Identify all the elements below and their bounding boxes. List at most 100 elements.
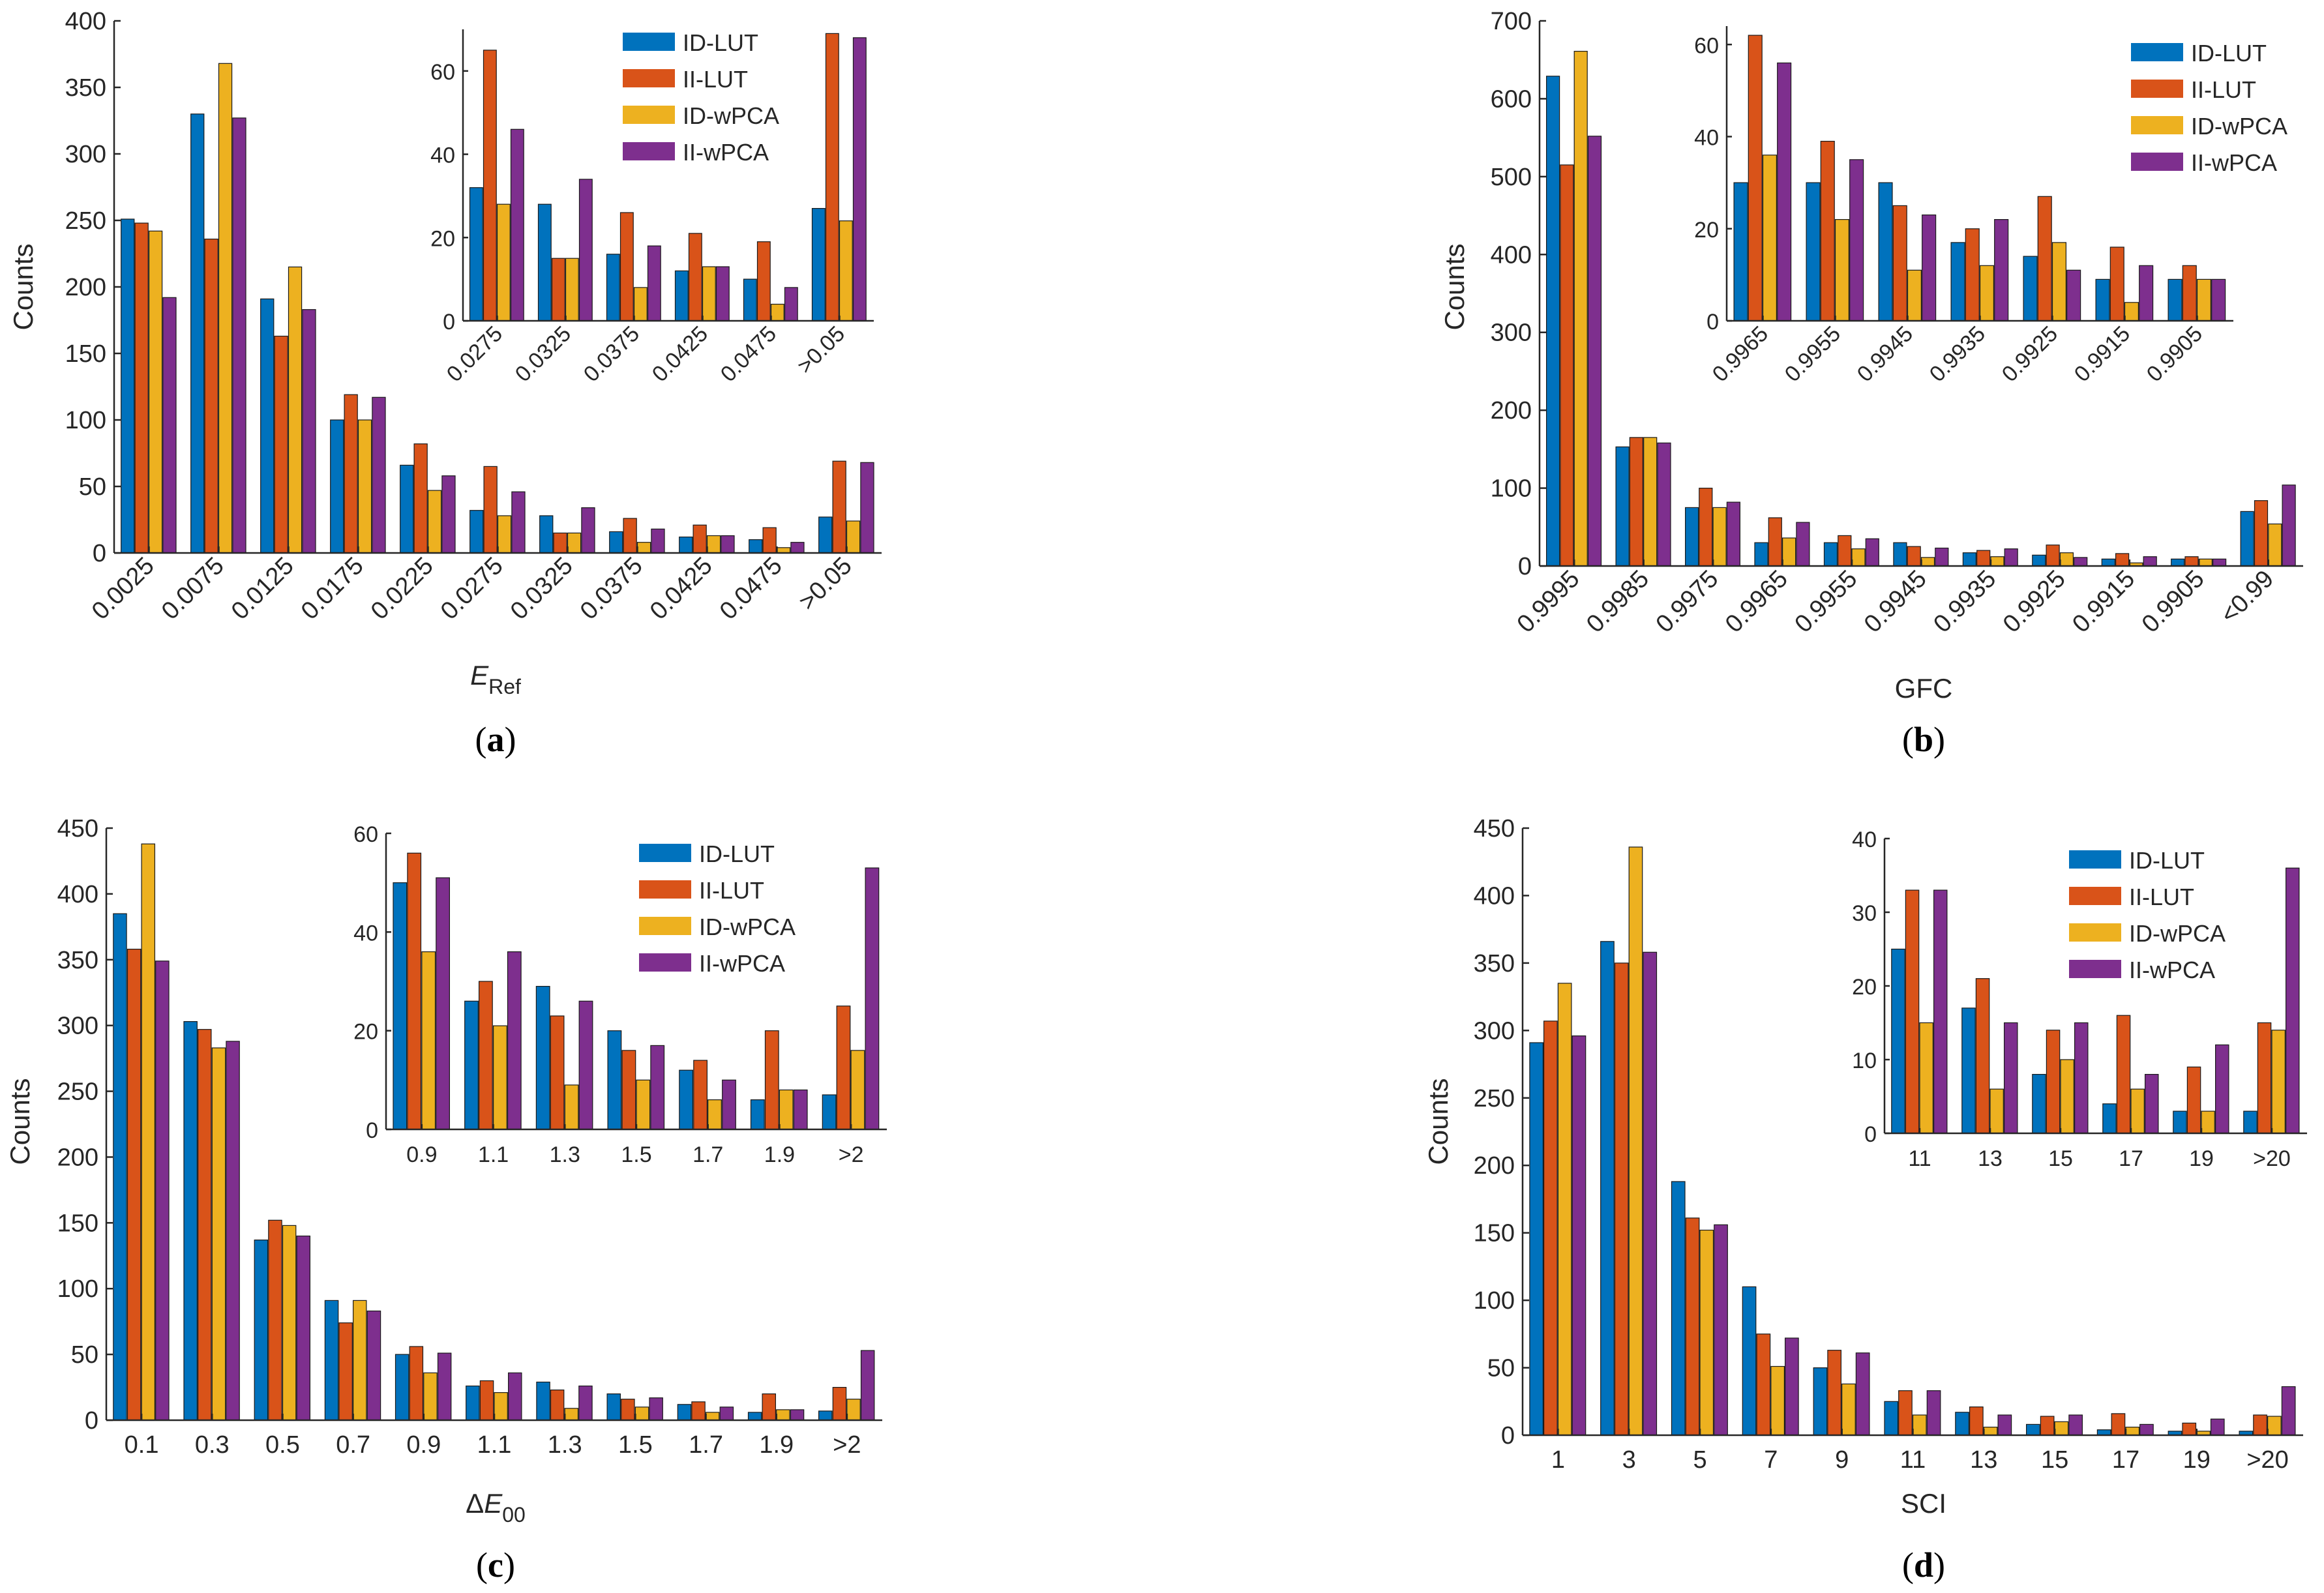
panel-b-bar-ii-wpca-8 <box>2143 556 2157 567</box>
panel-c-bar-id-wpca-9 <box>776 1409 790 1421</box>
panel-b-xtick-label-7: 0.9925 <box>1998 565 2071 638</box>
panel-d-legend-label-id-lut: ID-LUT <box>2129 847 2205 874</box>
panel-b-legend-label-ii-wpca: II-wPCA <box>2191 149 2277 176</box>
panel-a-bar-ii-wpca-8 <box>721 535 735 554</box>
panel-c-inset-ytick-label-3: 60 <box>353 822 378 847</box>
panel-d-bar-ii-lut-6 <box>1969 1407 1984 1436</box>
panel-b-bar-id-lut-2 <box>1685 507 1699 567</box>
panel-d-bar-ii-lut-8 <box>2111 1413 2126 1436</box>
panel-d-bar-ii-wpca-0 <box>1572 1035 1587 1436</box>
panel-a-bar-ii-lut-0 <box>134 222 149 554</box>
panel-c-inset-bar-id-wpca-5 <box>779 1089 794 1130</box>
panel-b-bar-ii-lut-8 <box>2115 553 2130 567</box>
panel-a-inset-bar-ii-wpca-4 <box>784 287 798 321</box>
panel-d-ytick-label-0: 0 <box>1501 1422 1515 1450</box>
panel-d-inset-bar-id-wpca-5 <box>2271 1030 2286 1134</box>
panel-b-legend-swatch-ii-lut <box>2131 80 2183 98</box>
panel-a-bar-id-lut-5 <box>469 510 484 554</box>
panel-b-bar-id-wpca-1 <box>1643 437 1658 567</box>
panel-c-inset-xtick-label-0: 0.9 <box>406 1142 437 1167</box>
panel-b-inset-bar-id-lut-0 <box>1733 182 1748 321</box>
panel-c-bar-ii-wpca-1 <box>226 1041 240 1421</box>
panel-d-bar-id-lut-5 <box>1884 1401 1899 1436</box>
panel-c-bar-id-wpca-0 <box>141 843 156 1421</box>
panel-b-ytick-label-3: 300 <box>1491 320 1532 347</box>
panel-a-legend-label-id-wpca: ID-wPCA <box>683 102 779 129</box>
panel-b-inset-bar-id-lut-3 <box>1950 242 1965 321</box>
panel-d-xtick-label-7: 15 <box>2041 1446 2068 1474</box>
panel-c-xtick-label-2: 0.5 <box>265 1431 300 1459</box>
panel-b-bar-id-wpca-7 <box>2059 552 2074 567</box>
panel-d-legend-swatch-ii-wpca <box>2069 960 2121 978</box>
panel-d-inset-xtick-label-5: >20 <box>2253 1146 2291 1171</box>
panel-d-ytick-label-5: 250 <box>1474 1085 1515 1112</box>
panel-c-inset-bar-ii-wpca-2 <box>578 1000 593 1130</box>
panel-b-bar-id-lut-1 <box>1615 446 1630 567</box>
panel-b-inset-bar-id-wpca-2 <box>1907 269 1922 321</box>
panel-c-bar-ii-lut-9 <box>762 1393 776 1421</box>
panel-d-inset-bar-ii-wpca-3 <box>2145 1073 2159 1134</box>
panel-c-xtick-label-4: 0.9 <box>406 1431 441 1459</box>
panel-b-inset-bar-ii-lut-1 <box>1820 141 1835 321</box>
panel-b-legend-swatch-id-wpca <box>2131 116 2183 134</box>
panel-d-inset-bar-id-wpca-1 <box>1989 1088 2004 1134</box>
panel-a-inset-bar-id-wpca-0 <box>496 203 511 321</box>
panel-d-ytick-label-7: 350 <box>1474 950 1515 977</box>
panel-a-xlabel-main: E <box>470 660 489 691</box>
panel-c-xtick-label-10: >2 <box>833 1431 861 1459</box>
panel-b-inset-bar-id-wpca-5 <box>2124 302 2139 321</box>
panel-c-inset-bar-ii-wpca-5 <box>793 1089 808 1130</box>
panel-b-inset-bar-id-lut-2 <box>1878 182 1893 321</box>
panel-c-bar-ii-wpca-5 <box>507 1372 522 1421</box>
panel-a-inset-bar-ii-wpca-2 <box>647 245 661 321</box>
panel-a-bar-id-lut-10 <box>818 516 833 554</box>
panel-d-bar-id-lut-2 <box>1671 1181 1686 1436</box>
panel-b-inset-bar-id-wpca-4 <box>2051 242 2066 321</box>
panel-d-xtick-label-10: >20 <box>2246 1446 2288 1474</box>
panel-a-inset-bar-id-wpca-4 <box>770 303 784 321</box>
panel-d-bar-ii-lut-4 <box>1827 1350 1841 1436</box>
panel-b-xtick-label-6: 0.9935 <box>1928 565 2001 638</box>
panel-c-inset-bar-ii-lut-4 <box>693 1060 708 1130</box>
panel-a-bar-id-lut-0 <box>121 218 135 554</box>
panel-a-legend-swatch-ii-wpca <box>623 142 675 160</box>
panel-a-bar-id-wpca-6 <box>567 532 582 554</box>
panel-b-bar-ii-lut-2 <box>1699 487 1713 567</box>
panel-a-bar-ii-lut-1 <box>204 239 218 554</box>
panel-b-ylabel: Counts <box>1439 243 1470 330</box>
panel-a-bar-id-wpca-2 <box>288 266 303 554</box>
panel-c-bar-id-lut-0 <box>113 913 127 1421</box>
panel-a-xtick-label-2: 0.0125 <box>226 552 299 625</box>
panel-c-legend-swatch-ii-lut <box>639 880 691 899</box>
panel-c-bar-id-wpca-3 <box>352 1300 367 1421</box>
panel-c-bar-ii-wpca-7 <box>649 1397 663 1421</box>
panel-c-xlabel: ΔE00 <box>466 1488 526 1526</box>
panel-c-inset-xtick-label-5: 1.9 <box>764 1142 795 1167</box>
panel-b-inset-bar-ii-lut-5 <box>2109 246 2124 321</box>
panel-b-inset-xtick-label-3: 0.9935 <box>1925 321 1990 387</box>
panel-d-inset-xtick-label-3: 17 <box>2119 1146 2143 1171</box>
panel-a-legend-label-id-lut: ID-LUT <box>683 29 758 56</box>
panel-b-inset-bar-ii-lut-6 <box>2182 265 2197 321</box>
panel-b-ytick-label-2: 200 <box>1491 397 1532 424</box>
panel-b-bar-id-lut-9 <box>2171 558 2185 567</box>
panel-a-bar-id-lut-3 <box>330 419 344 554</box>
panel-b-inset-bar-id-wpca-0 <box>1762 155 1777 321</box>
panel-c-label-letter: c <box>488 1545 503 1585</box>
panel-a-label-open: ( <box>475 720 487 759</box>
panel-b-ytick-label-0: 0 <box>1518 553 1532 580</box>
panel-c-bar-ii-wpca-3 <box>366 1310 381 1421</box>
panel-c-xtick-label-6: 1.3 <box>548 1431 582 1459</box>
panel-c-xlabel-subscript: 00 <box>502 1503 526 1526</box>
panel-a-legend-swatch-id-lut <box>623 33 675 51</box>
panel-a-bar-ii-wpca-1 <box>232 117 246 554</box>
panel-c-bar-ii-wpca-2 <box>296 1235 311 1421</box>
panel-a-inset-xtick-label-3: 0.0425 <box>648 321 713 387</box>
panel-b-xtick-label-5: 0.9945 <box>1859 565 1932 638</box>
panel-c-bar-ii-lut-0 <box>127 948 142 1421</box>
panel-c-bar-ii-lut-10 <box>832 1387 847 1421</box>
panel-d-inset-ytick-label-0: 0 <box>1864 1122 1877 1147</box>
panel-b-bar-ii-wpca-2 <box>1726 501 1740 567</box>
panel-d-xtick-label-2: 5 <box>1693 1446 1706 1474</box>
